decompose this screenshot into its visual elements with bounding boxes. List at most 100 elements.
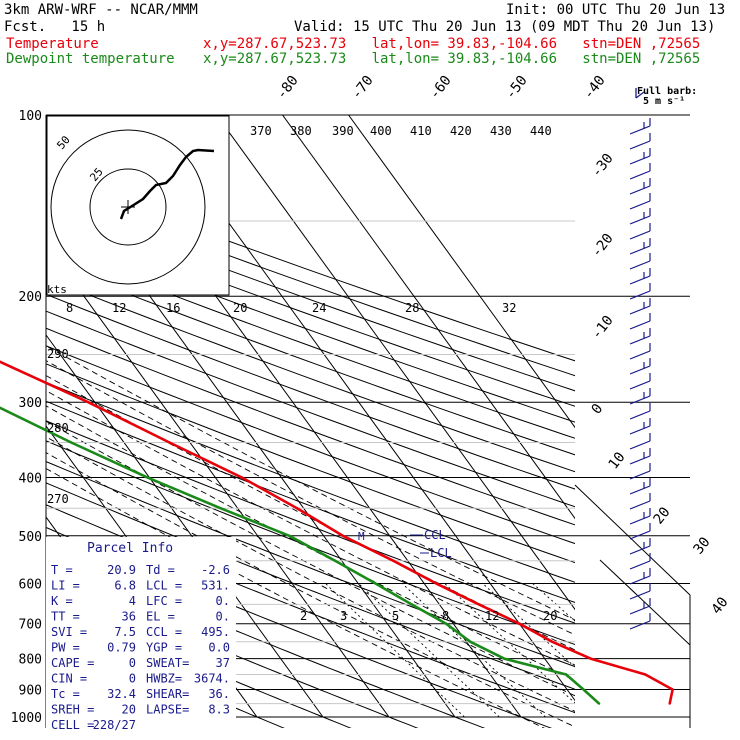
temperature-point xyxy=(392,559,395,562)
hodograph-ring-50 xyxy=(50,129,206,285)
isotherm-label: -40 xyxy=(581,73,609,103)
dry-adiabat xyxy=(46,310,575,508)
mixing-ratio-label: 3 xyxy=(340,609,347,623)
lfc-marker: M xyxy=(358,530,365,543)
theta-e-label: 390 xyxy=(332,124,354,138)
valid-time: Valid: 15 UTC Thu 20 Jun 13 (09 MDT Thu … xyxy=(294,19,716,35)
dewpoint-point xyxy=(597,702,601,705)
temperature-point xyxy=(295,507,299,510)
wind-barb xyxy=(629,530,651,540)
parcel-info-value: 20.9 xyxy=(107,563,136,577)
isotherm-label: -30 xyxy=(589,151,617,181)
dry-adiabat xyxy=(46,200,575,392)
temperature-legend-label: Temperature xyxy=(6,36,99,52)
parcel-info-panel xyxy=(46,537,236,728)
lcl-label: LCL xyxy=(430,546,452,560)
hodograph-speed-label: 8 xyxy=(66,301,73,315)
pressure-label: 500 xyxy=(19,530,42,545)
wind-barb xyxy=(629,500,651,510)
isotherm-label: -70 xyxy=(349,73,377,103)
pressure-label: 800 xyxy=(19,653,42,668)
wind-barb xyxy=(629,440,651,450)
dewpoint-point xyxy=(469,640,472,643)
dry-adiabat xyxy=(46,381,575,583)
moist-adiabat xyxy=(46,436,575,712)
temperature-point xyxy=(168,441,171,444)
theta-e-label: 370 xyxy=(250,124,272,138)
pressure-label: 1000 xyxy=(11,711,42,726)
moist-adiabat xyxy=(46,452,575,728)
dry-adiabat xyxy=(46,574,419,728)
hodograph-speed-label: 24 xyxy=(312,301,326,315)
temperature-point xyxy=(644,673,647,676)
dewpoint-trace xyxy=(0,406,600,705)
mixing-ratio-line xyxy=(532,583,575,622)
isotherm xyxy=(348,115,575,429)
hodograph-units: kts xyxy=(47,283,67,296)
dry-adiabat xyxy=(46,261,575,456)
parcel-info-key: LAPSE= xyxy=(146,703,189,717)
wind-barb xyxy=(629,620,651,630)
temperature-point xyxy=(240,476,243,479)
wind-barb xyxy=(629,560,651,570)
isotherm-label: 40 xyxy=(709,594,732,617)
temperature-point xyxy=(671,688,674,691)
dewpoint-point xyxy=(146,476,149,479)
parcel-info-value: -2.6 xyxy=(201,563,230,577)
theta-label: 290 xyxy=(47,347,69,361)
theta-e-label: 430 xyxy=(490,124,512,138)
wind-barb xyxy=(629,260,651,270)
wind-barb xyxy=(629,215,651,225)
mixing-ratio-label: 8 xyxy=(442,609,449,623)
isotherm-label: -50 xyxy=(503,73,531,103)
wind-barb xyxy=(629,230,651,240)
wind-barb xyxy=(629,155,651,165)
hodograph-ring-25 xyxy=(89,168,167,246)
dry-adiabat xyxy=(46,230,575,423)
mixing-ratio-line xyxy=(401,583,546,718)
pressure-label: 100 xyxy=(19,109,42,124)
wind-barb xyxy=(629,590,651,600)
parcel-info-key: HWBZ= xyxy=(146,672,182,686)
model-title: 3km ARW-WRF -- NCAR/MMM xyxy=(4,2,198,18)
isotherm-label: -80 xyxy=(274,73,302,103)
parcel-info-key: CCL = xyxy=(146,625,182,639)
isotherm xyxy=(46,243,390,718)
hodograph-speed-label: 32 xyxy=(502,301,516,315)
wind-barb xyxy=(629,275,651,285)
temperature-trace xyxy=(0,360,674,704)
parcel-info-value: 0. xyxy=(216,594,230,608)
forecast-hour: Fcst. 15 h xyxy=(4,19,106,35)
wind-barb xyxy=(629,545,651,555)
parcel-info-value: 0 xyxy=(129,672,136,686)
hodograph-speed-label: 12 xyxy=(112,301,126,315)
parcel-info-key: Tc = xyxy=(51,687,80,701)
hodograph-trace xyxy=(119,148,215,220)
parcel-info-key: K = xyxy=(51,594,73,608)
parcel-info-key: YGP = xyxy=(146,641,182,655)
dewpoint-point xyxy=(219,507,222,510)
parcel-info-value: 0 xyxy=(129,656,136,670)
isotherm xyxy=(46,334,324,718)
wind-barb xyxy=(629,320,651,330)
wind-barb xyxy=(629,305,651,315)
full-barb-units: 5 m s⁻¹ xyxy=(643,96,685,107)
parcel-info-value: 20 xyxy=(122,703,136,717)
parcel-info-key: TT = xyxy=(51,610,80,624)
dewpoint-point xyxy=(333,559,337,562)
hodograph-speed-label: 20 xyxy=(233,301,247,315)
wind-barb xyxy=(629,350,651,360)
parcel-info-value: 7.5 xyxy=(114,625,136,639)
parcel-info-key: SVI = xyxy=(51,625,87,639)
dry-adiabat xyxy=(46,599,352,728)
parcel-info-key: SWEAT= xyxy=(146,656,189,670)
dewpoint-point xyxy=(374,582,377,585)
dry-adiabat xyxy=(46,345,575,545)
parcel-info-key: CELL = xyxy=(51,718,94,732)
parcel-info-key: T = xyxy=(51,563,73,577)
parcel-info-key: CAPE = xyxy=(51,656,94,670)
mixing-ratio-line xyxy=(358,583,500,718)
parcel-info-key: LCL = xyxy=(146,579,182,593)
ccl-label: CCL xyxy=(424,528,446,542)
